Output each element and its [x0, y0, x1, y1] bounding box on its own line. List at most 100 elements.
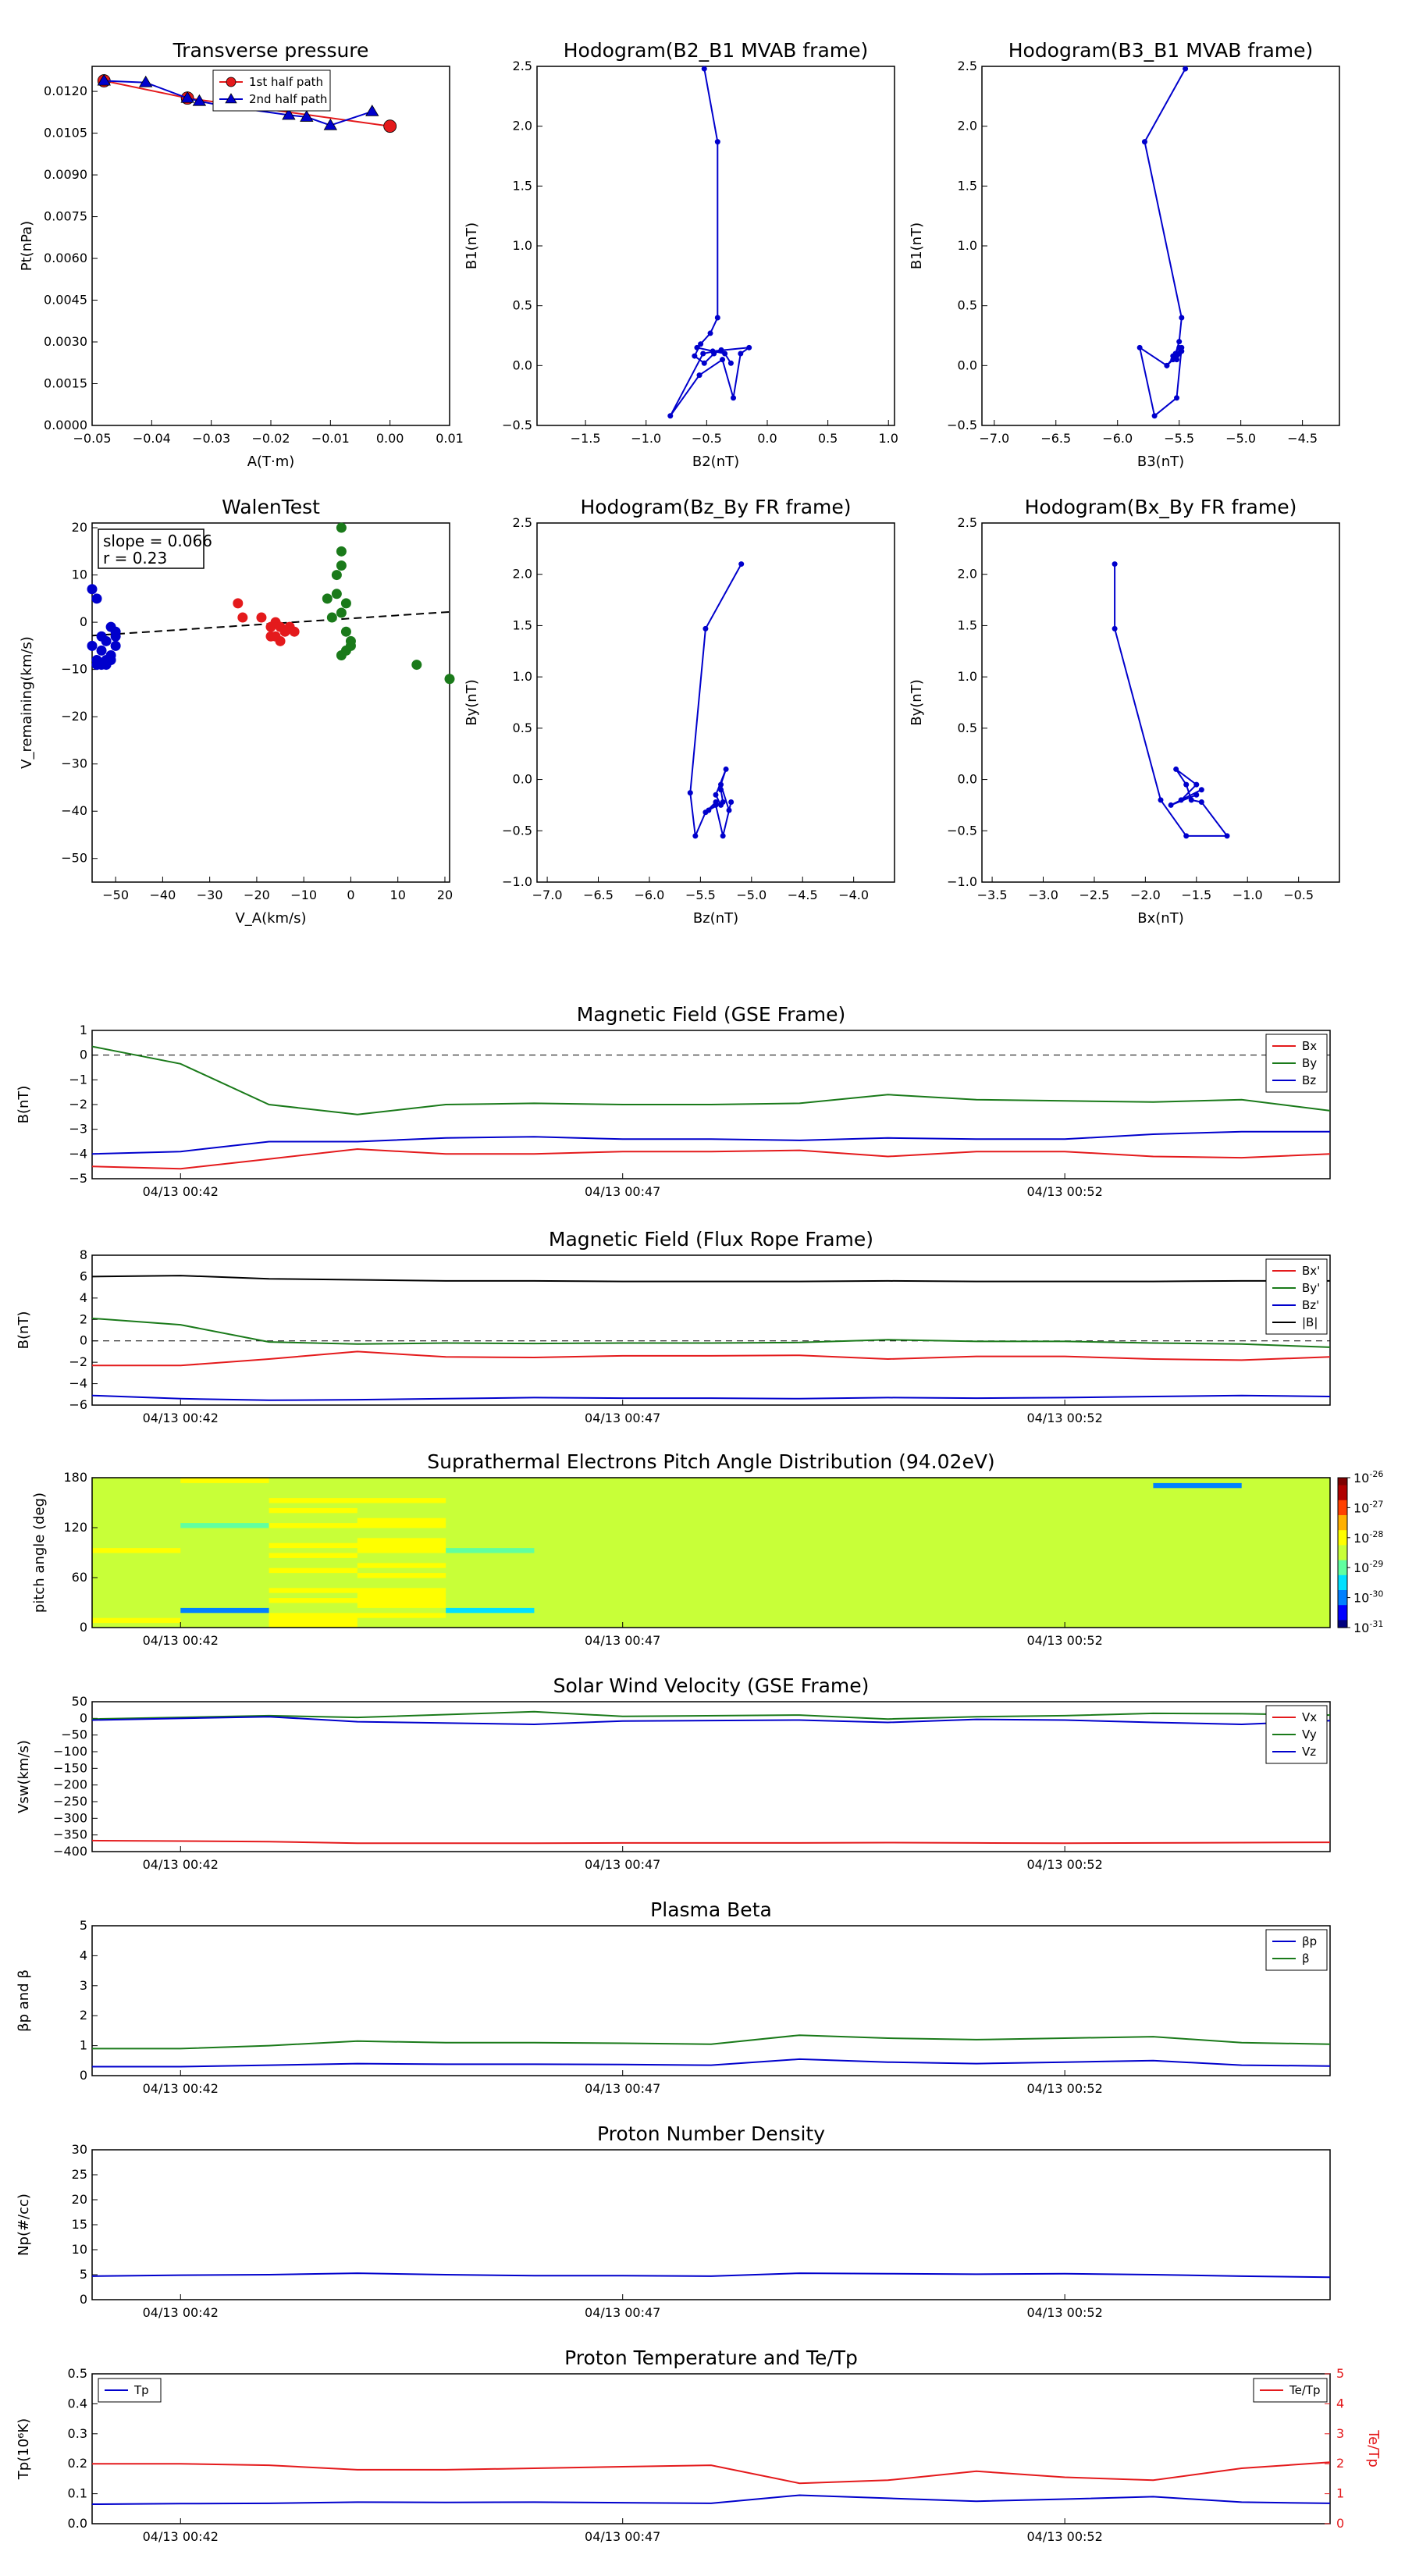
y-tick-label: 0 [80, 614, 87, 629]
heatmap-cell [357, 1487, 446, 1493]
chart-title: Plasma Beta [650, 1898, 772, 1921]
heatmap-cell [1153, 1553, 1243, 1558]
y-tick-label: −150 [53, 1760, 87, 1775]
data-point [180, 91, 194, 103]
colorbar-segment [1338, 1495, 1347, 1499]
heatmap-cell [976, 1553, 1065, 1558]
legend: Bx' By' Bz' |B| [1265, 1258, 1328, 1335]
heatmap-cell [1153, 1612, 1243, 1618]
heatmap-cells [92, 1478, 1331, 1628]
heatmap-cell [534, 1587, 624, 1593]
data-point [726, 807, 732, 813]
heatmap-cell [180, 1542, 270, 1549]
heatmap-cell [1241, 1597, 1331, 1603]
data-point [326, 612, 337, 623]
y-tick-label: −4 [69, 1376, 87, 1391]
data-point [696, 372, 702, 379]
heatmap-cell [1153, 1537, 1243, 1543]
y-tick-label: 2.0 [513, 119, 532, 133]
heatmap-cell [92, 1547, 181, 1553]
colorbar-segment [1338, 1530, 1347, 1533]
colorbar-segment [1338, 1553, 1347, 1556]
data-point [720, 357, 726, 363]
heatmap-cell [622, 1612, 712, 1618]
heatmap-cell [446, 1603, 535, 1608]
heatmap-cell [180, 1522, 270, 1528]
heatmap-cell [534, 1603, 624, 1608]
colorbar-tick-label: 10-27 [1353, 1499, 1383, 1515]
heatmap-cell [1241, 1587, 1331, 1593]
heatmap-cell [976, 1537, 1065, 1543]
heatmap-cell [180, 1612, 270, 1618]
data-point [713, 792, 719, 798]
chart-transverse-pressure: Transverse pressure A(T·m) Pt(nPa) −0.05 −0.… [19, 39, 464, 470]
heatmap-cell [269, 1617, 358, 1624]
heatmap-cell [887, 1522, 977, 1528]
data-point [1193, 781, 1200, 788]
data-point [340, 598, 351, 609]
heatmap-cell [622, 1532, 712, 1539]
heatmap-cell [1153, 1607, 1243, 1614]
heatmap-cell [1153, 1478, 1243, 1483]
data-point [105, 655, 116, 666]
heatmap-cell [357, 1547, 446, 1553]
data-point [728, 799, 735, 805]
heatmap-cell [534, 1522, 624, 1528]
data-point [1198, 787, 1204, 793]
y-tick-label: 30 [72, 2142, 87, 2157]
series-1 [91, 1317, 1331, 1348]
heatmap-cell [1065, 1587, 1154, 1593]
y-tick-label: 4 [80, 1290, 87, 1305]
heatmap-cell [887, 1487, 977, 1493]
legend-item: 1st half path [219, 75, 323, 89]
plot-frame [91, 1701, 1331, 1852]
x-tick-label: −4.5 [788, 888, 818, 902]
heatmap-cell [976, 1542, 1065, 1549]
heatmap-cell [799, 1517, 889, 1524]
heatmap-cell [446, 1487, 535, 1493]
x-tick-label: 04/13 00:47 [585, 1184, 660, 1199]
heatmap-cell [1065, 1557, 1154, 1564]
series-line [91, 1130, 1330, 1155]
annotation-text: r = 0.23 [103, 549, 167, 568]
heatmap-cell [976, 1603, 1065, 1608]
heatmap-cell [357, 1622, 446, 1628]
legend: Vx Vy Vz [1265, 1705, 1328, 1764]
colorbar-segment [1338, 1610, 1347, 1614]
heatmap-cell [711, 1572, 800, 1578]
heatmap-cell [976, 1528, 1065, 1533]
heatmap-cell [357, 1553, 446, 1558]
colorbar-segment [1338, 1532, 1347, 1536]
colorbar-segment [1338, 1497, 1347, 1501]
legend-item: By [1272, 1056, 1317, 1070]
y-tick-label: 15 [72, 2217, 87, 2232]
y-tick-label: 50 [72, 1694, 87, 1709]
legend-label: Te/Tp [1289, 2383, 1321, 2397]
y-tick-label: 0 [80, 1710, 87, 1725]
heatmap-cell [92, 1507, 181, 1514]
plot-frame [91, 1477, 1331, 1628]
y-axis-label: By(nT) [464, 679, 480, 725]
heatmap-cell [269, 1578, 358, 1583]
heatmap-cell [446, 1478, 535, 1483]
heatmap-cell [1153, 1482, 1243, 1489]
y-axis-label: Pt(nPa) [19, 221, 35, 271]
data-point [718, 787, 724, 793]
colorbar-segment [1338, 1572, 1347, 1576]
heatmap-cell [357, 1597, 446, 1603]
heatmap-cell [799, 1612, 889, 1618]
heatmap-cell [1153, 1542, 1243, 1549]
heatmap-cell [1153, 1528, 1243, 1533]
heatmap-cell [269, 1487, 358, 1493]
heatmap-cell [180, 1507, 270, 1514]
colorbar-segment [1338, 1624, 1347, 1628]
y-tick-label: 2 [80, 1311, 87, 1326]
legend-label: 2nd half path [249, 92, 327, 106]
y-tick-label: 0.0 [68, 2516, 87, 2531]
heatmap-cell [357, 1562, 446, 1568]
x-tick-label: −3.5 [977, 888, 1008, 902]
heatmap-cell [92, 1587, 181, 1593]
y-tick-label: 0 [80, 2292, 87, 2307]
data-point [331, 570, 342, 581]
x-tick-label: −7.0 [979, 431, 1009, 446]
